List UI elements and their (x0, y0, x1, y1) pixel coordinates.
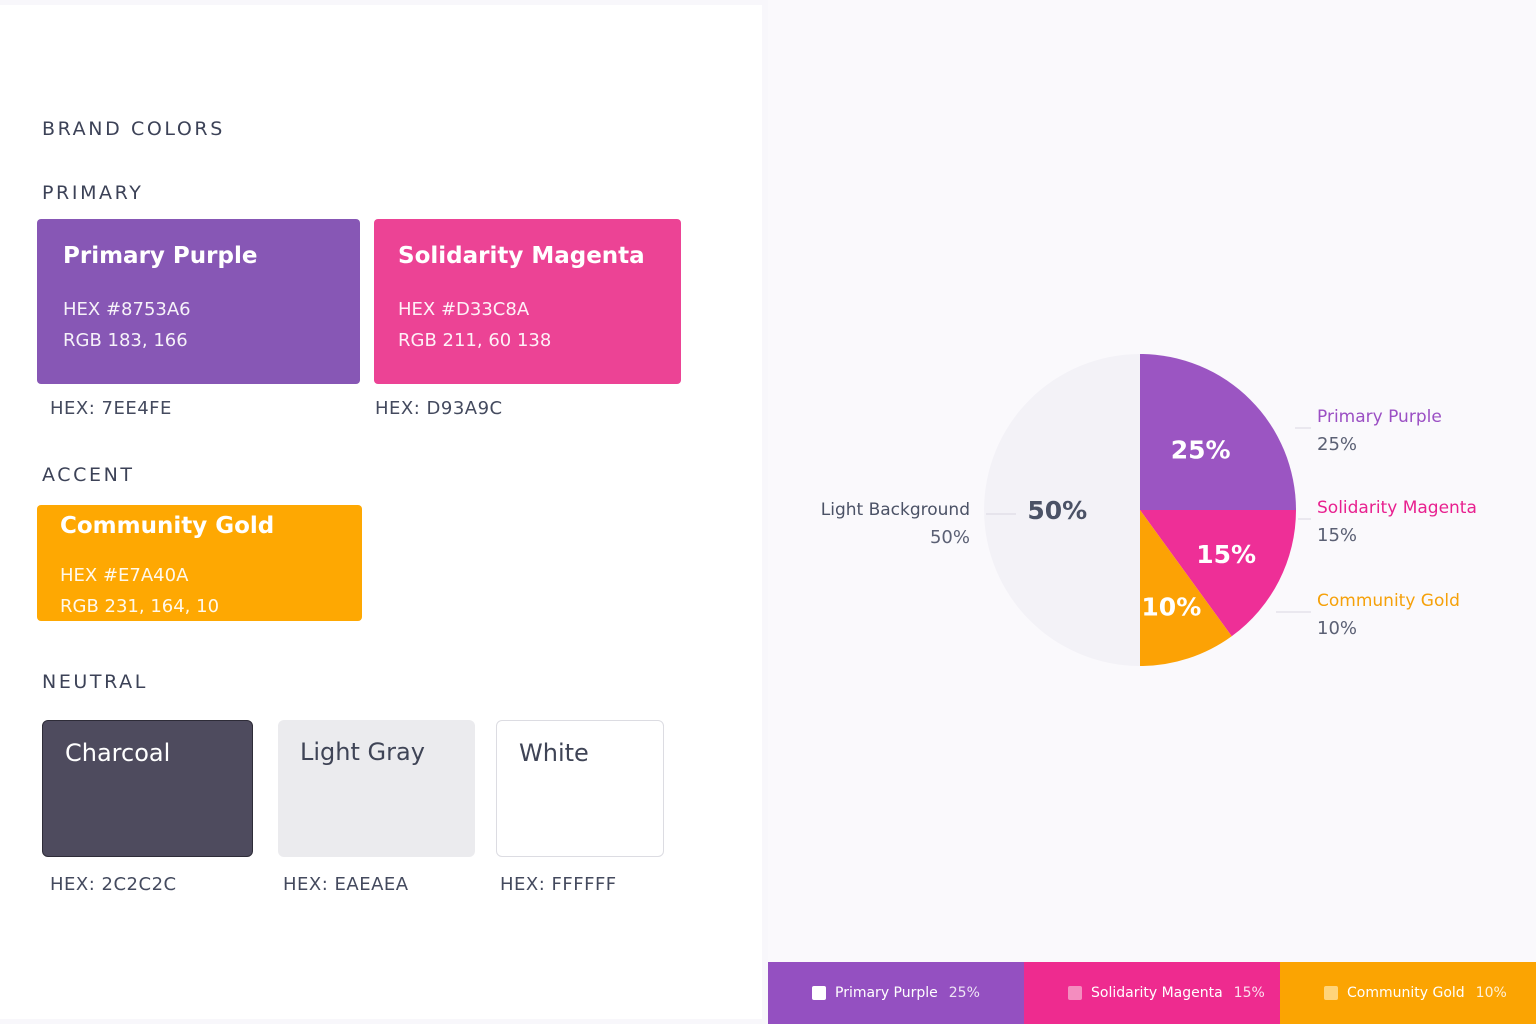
swatch-charcoal: Charcoal (42, 720, 253, 857)
pie-slice-percent-label: 15% (1196, 540, 1256, 569)
pie-slice-primary-purple (1140, 354, 1296, 510)
swatch-hex-caption: HEX: 2C2C2C (50, 874, 177, 895)
legend-swatch (812, 986, 826, 1000)
swatch-solidarity-magenta: Solidarity Magenta HEX #D33C8A RGB 211, … (374, 219, 681, 384)
swatch-hex: HEX #D33C8A (398, 299, 530, 320)
legend-item-community-gold: Community Gold 10% (1280, 962, 1536, 1024)
brand-colors-panel: BRAND COLORS PRIMARY Primary Purple HEX … (0, 5, 762, 1019)
pie-slice-percent-label: 50% (1027, 496, 1087, 525)
primary-section-label: PRIMARY (42, 182, 144, 204)
swatch-rgb: RGB 183, 166 (63, 330, 188, 351)
legend-value: 25% (948, 985, 980, 1001)
pie-slice-percent-label: 25% (1171, 435, 1231, 464)
swatch-hex-caption: HEX: D93A9C (375, 398, 503, 419)
swatch-hex: HEX #8753A6 (63, 299, 191, 320)
pie-external-label: Light Background (821, 500, 970, 520)
swatch-name: Community Gold (60, 513, 275, 539)
pie-chart: 25% Primary Purple 25% 15% Solidarity Magent… (821, 354, 1477, 666)
page-title: BRAND COLORS (42, 118, 225, 140)
pie-external-label: Solidarity Magenta (1317, 498, 1477, 518)
pie-slice-light-background (984, 354, 1140, 666)
swatch-primary-purple: Primary Purple HEX #8753A6 RGB 183, 166 (37, 219, 360, 384)
pie-external-value: 50% (930, 527, 970, 548)
swatch-community-gold: Community Gold HEX #E7A40A RGB 231, 164,… (37, 505, 362, 621)
pie-slice-community-gold (1140, 510, 1232, 666)
legend-item-primary-purple: Primary Purple 25% (768, 962, 1024, 1024)
pie-external-label: Primary Purple (1317, 407, 1442, 427)
legend-label: Primary Purple (835, 985, 938, 1001)
pie-slice-solidarity-magenta (1140, 510, 1296, 637)
legend-value: 15% (1233, 985, 1265, 1001)
swatch-rgb: RGB 231, 164, 10 (60, 596, 220, 617)
pie-external-value: 15% (1317, 525, 1357, 546)
pie-external-value: 10% (1317, 618, 1357, 639)
swatch-rgb: RGB 211, 60 138 (398, 330, 552, 351)
swatch-white: White (496, 720, 664, 857)
pie-external-label: Community Gold (1317, 591, 1460, 611)
legend-label: Community Gold (1347, 985, 1465, 1001)
swatch-light-gray: Light Gray (278, 720, 475, 857)
swatch-hex: HEX #E7A40A (60, 565, 189, 586)
swatch-name: White (519, 739, 589, 767)
legend-swatch (1068, 986, 1082, 1000)
swatch-hex-caption: HEX: EAEAEA (283, 874, 409, 895)
legend-label: Solidarity Magenta (1091, 985, 1223, 1001)
swatch-hex-caption: HEX: FFFFFF (500, 874, 617, 895)
pie-slice-percent-label: 10% (1141, 592, 1201, 621)
swatch-name: Light Gray (300, 738, 425, 766)
swatch-name: Primary Purple (63, 243, 258, 269)
legend-value: 10% (1475, 985, 1507, 1001)
legend-bar: Primary Purple 25% Solidarity Magenta 15… (768, 962, 1536, 1024)
swatch-name: Charcoal (65, 739, 171, 767)
pie-external-value: 25% (1317, 434, 1357, 455)
swatch-hex-caption: HEX: 7EE4FE (50, 398, 172, 419)
swatch-name: Solidarity Magenta (398, 243, 645, 269)
accent-section-label: ACCENT (42, 464, 135, 486)
neutral-section-label: NEUTRAL (42, 671, 148, 693)
legend-swatch (1324, 986, 1338, 1000)
legend-item-solidarity-magenta: Solidarity Magenta 15% (1024, 962, 1280, 1024)
